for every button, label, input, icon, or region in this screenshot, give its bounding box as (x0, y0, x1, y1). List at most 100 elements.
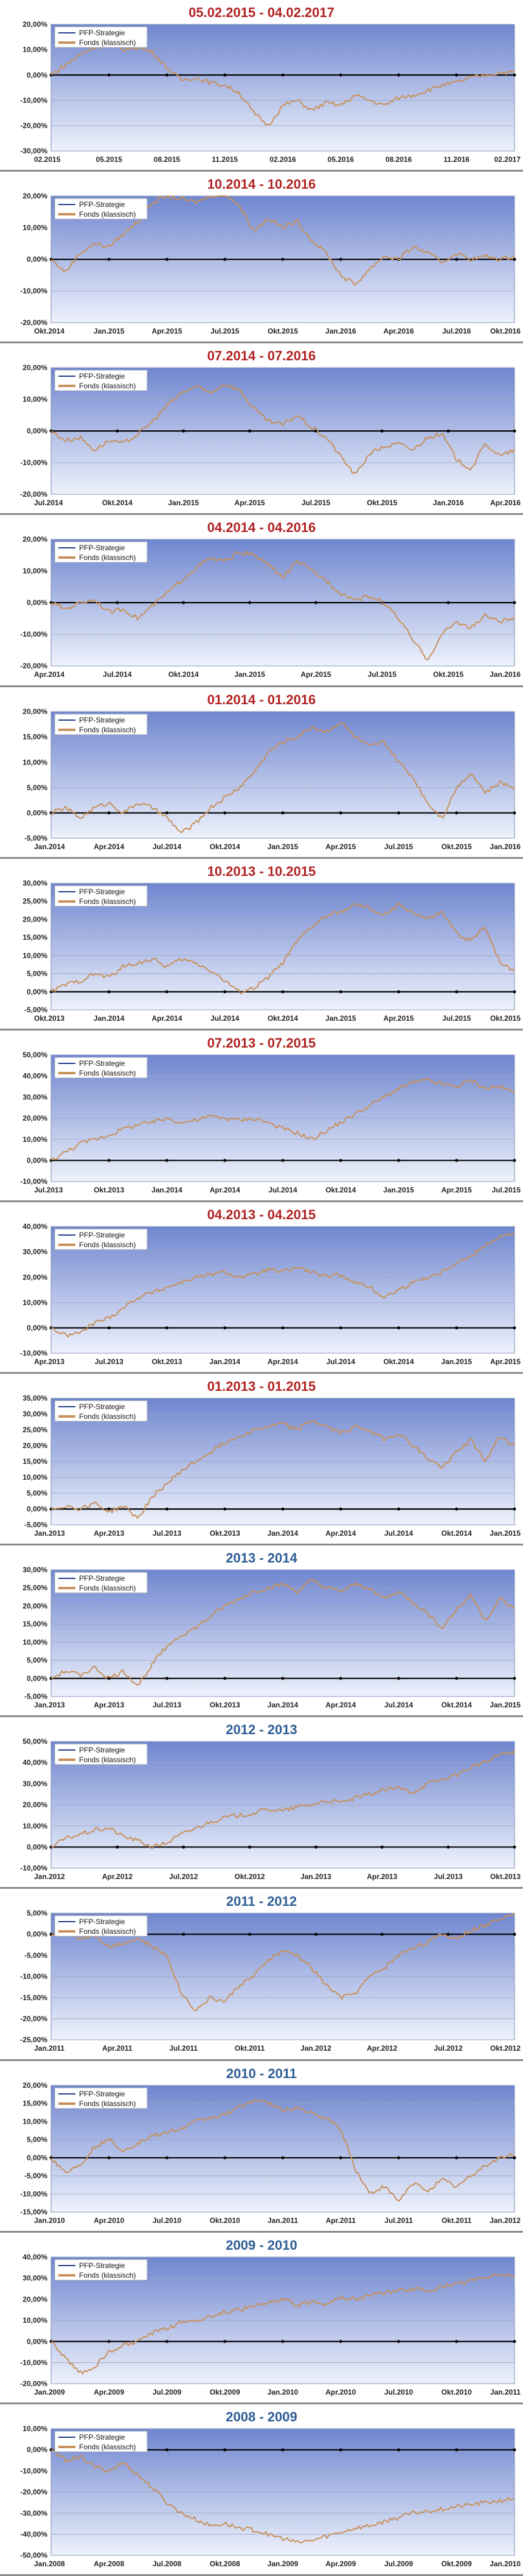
legend-label: PFP-Strategie (79, 372, 125, 380)
chart-title: 10.2014 - 10.2016 (207, 177, 316, 192)
y-tick-label: 0,00% (27, 1843, 47, 1852)
chart-title: 10.2013 - 10.2015 (207, 863, 316, 879)
line-chart: 30,00% 25,00% 20,00% 15,00% 10,00% 5,00% 0,00%… (23, 880, 521, 1023)
y-tick-label: 0,00% (27, 2445, 47, 2454)
x-tick-marker (513, 1507, 516, 1511)
y-tick-label: -10,00% (20, 1349, 47, 1357)
fund-series-line (50, 1233, 515, 1338)
legend-label: Fonds (klassisch) (79, 1241, 136, 1249)
x-tick-marker (107, 990, 111, 993)
x-tick-marker (107, 2339, 111, 2343)
chart-title: 04.2013 - 04.2015 (207, 1206, 316, 1222)
y-tick-label: 30,00% (23, 1566, 47, 1574)
x-tick-label: Jan.2015 (490, 1529, 521, 1538)
y-tick-label: 20,00% (23, 2295, 47, 2303)
x-tick-label: Jan.2011 (490, 2388, 521, 2396)
x-tick-label: 08.2015 (154, 155, 181, 164)
chart-title: 07.2014 - 07.2016 (207, 348, 316, 364)
x-tick-label: Okt.2008 (210, 2560, 240, 2568)
legend-box (54, 541, 148, 563)
x-tick-marker (397, 990, 400, 993)
x-tick-label: Jul.2012 (434, 2045, 463, 2053)
chart-panel: 10.2013 - 10.2015 30,00% 25,00% 20,00% 15,00… (0, 858, 523, 1031)
x-tick-marker (223, 2448, 227, 2451)
x-tick-marker (281, 257, 285, 261)
y-tick-label: 30,00% (23, 2273, 47, 2282)
x-tick-marker (339, 2155, 342, 2159)
x-tick-label: Apr.2013 (94, 1529, 124, 1538)
x-tick-marker (107, 1326, 111, 1329)
y-tick-label: 15,00% (23, 732, 47, 741)
x-tick-label: Jan.2015 (441, 1357, 472, 1366)
chart-panel: 2011 - 2012 5,00% 0,00% -5,00% -10,00% -15,00… (0, 1889, 523, 2061)
x-tick-label: Jul.2009 (153, 2388, 182, 2396)
y-tick-label: 20,00% (23, 1441, 47, 1450)
y-tick-label: -20,00% (20, 318, 47, 327)
legend-label: Fonds (klassisch) (79, 726, 136, 734)
x-tick-label: 02.2016 (269, 155, 296, 164)
x-tick-marker (281, 2448, 285, 2451)
x-tick-label: Okt.2012 (490, 2045, 521, 2053)
x-tick-label: Jan.2016 (490, 671, 521, 679)
x-tick-marker (397, 2155, 400, 2159)
x-tick-label: Apr.2016 (490, 499, 521, 507)
y-tick-label: 10,00% (23, 951, 47, 960)
x-tick-marker (455, 1326, 459, 1329)
x-tick-label: Jan.2008 (34, 2560, 65, 2568)
line-chart: 20,00%10,00%0,00%-10,00%-20,00%-30,00%02… (20, 21, 521, 164)
legend-label: PFP-Strategie (79, 2090, 125, 2098)
x-tick-label: Jan.2013 (300, 1872, 331, 1881)
chart-title: 2010 - 2011 (226, 2065, 297, 2081)
y-tick-label: 10,00% (23, 1135, 47, 1144)
y-tick-label: 40,00% (23, 1759, 47, 1767)
legend-label: PFP-Strategie (79, 544, 125, 552)
y-tick-label: -30,00% (20, 147, 47, 155)
x-tick-label: Jan.2015 (168, 499, 199, 507)
line-chart: 40,00% 30,00% 20,00% 10,00% 0,00% -10,00% -20,… (20, 2253, 521, 2396)
x-tick-marker (513, 1933, 516, 1936)
chart-title: 2013 - 2014 (226, 1550, 297, 1566)
y-tick-label: 30,00% (23, 1780, 47, 1788)
x-tick-marker (455, 1158, 459, 1162)
x-tick-marker (339, 257, 342, 261)
legend-label: Fonds (klassisch) (79, 1412, 136, 1421)
fund-series-line (50, 902, 515, 995)
x-tick-marker (223, 1326, 227, 1329)
x-tick-marker (223, 257, 227, 261)
x-tick-label: Okt.2014 (383, 1357, 414, 1366)
y-tick-label: 35,00% (23, 1395, 47, 1402)
x-tick-marker (380, 1933, 384, 1936)
x-tick-marker (397, 2448, 400, 2451)
line-chart: 20,00% 10,00% 0,00% -10,00% -20,00%Okt.2014 J… (20, 192, 521, 335)
x-tick-marker (165, 1158, 168, 1162)
x-tick-label: Okt.2015 (367, 499, 397, 507)
y-tick-label: 20,00% (23, 1801, 47, 1809)
x-tick-label: Apr.2015 (383, 1014, 414, 1023)
x-tick-label: Jan.2011 (268, 2216, 298, 2225)
x-tick-label: Jul.2013 (153, 1529, 182, 1538)
x-tick-label: Okt.2014 (268, 1014, 298, 1023)
x-tick-marker (107, 2155, 111, 2159)
y-tick-label: -20,00% (20, 2015, 47, 2023)
x-tick-label: 05.2016 (328, 155, 355, 164)
x-tick-marker (513, 2448, 516, 2451)
legend-box (54, 1743, 148, 1765)
x-tick-marker (223, 1507, 227, 1511)
y-tick-label: -40,00% (20, 2530, 47, 2538)
x-tick-label: Apr.2009 (325, 2560, 356, 2568)
y-tick-label: 25,00% (23, 897, 47, 905)
x-tick-label: Jul.2013 (153, 1701, 182, 1709)
x-tick-label: Jul.2009 (384, 2560, 414, 2568)
x-tick-label: Okt.2015 (268, 327, 298, 335)
y-tick-label: -10,00% (20, 630, 47, 639)
y-tick-label: 20,00% (23, 915, 47, 923)
x-tick-marker (314, 601, 317, 604)
x-tick-label: Jul.2015 (492, 1186, 521, 1194)
x-tick-label: Jan.2014 (268, 1529, 299, 1538)
y-tick-label: -20,00% (20, 122, 47, 130)
y-tick-label: -20,00% (20, 2379, 47, 2388)
y-tick-label: -25,00% (20, 2036, 47, 2045)
x-tick-marker (446, 601, 450, 604)
